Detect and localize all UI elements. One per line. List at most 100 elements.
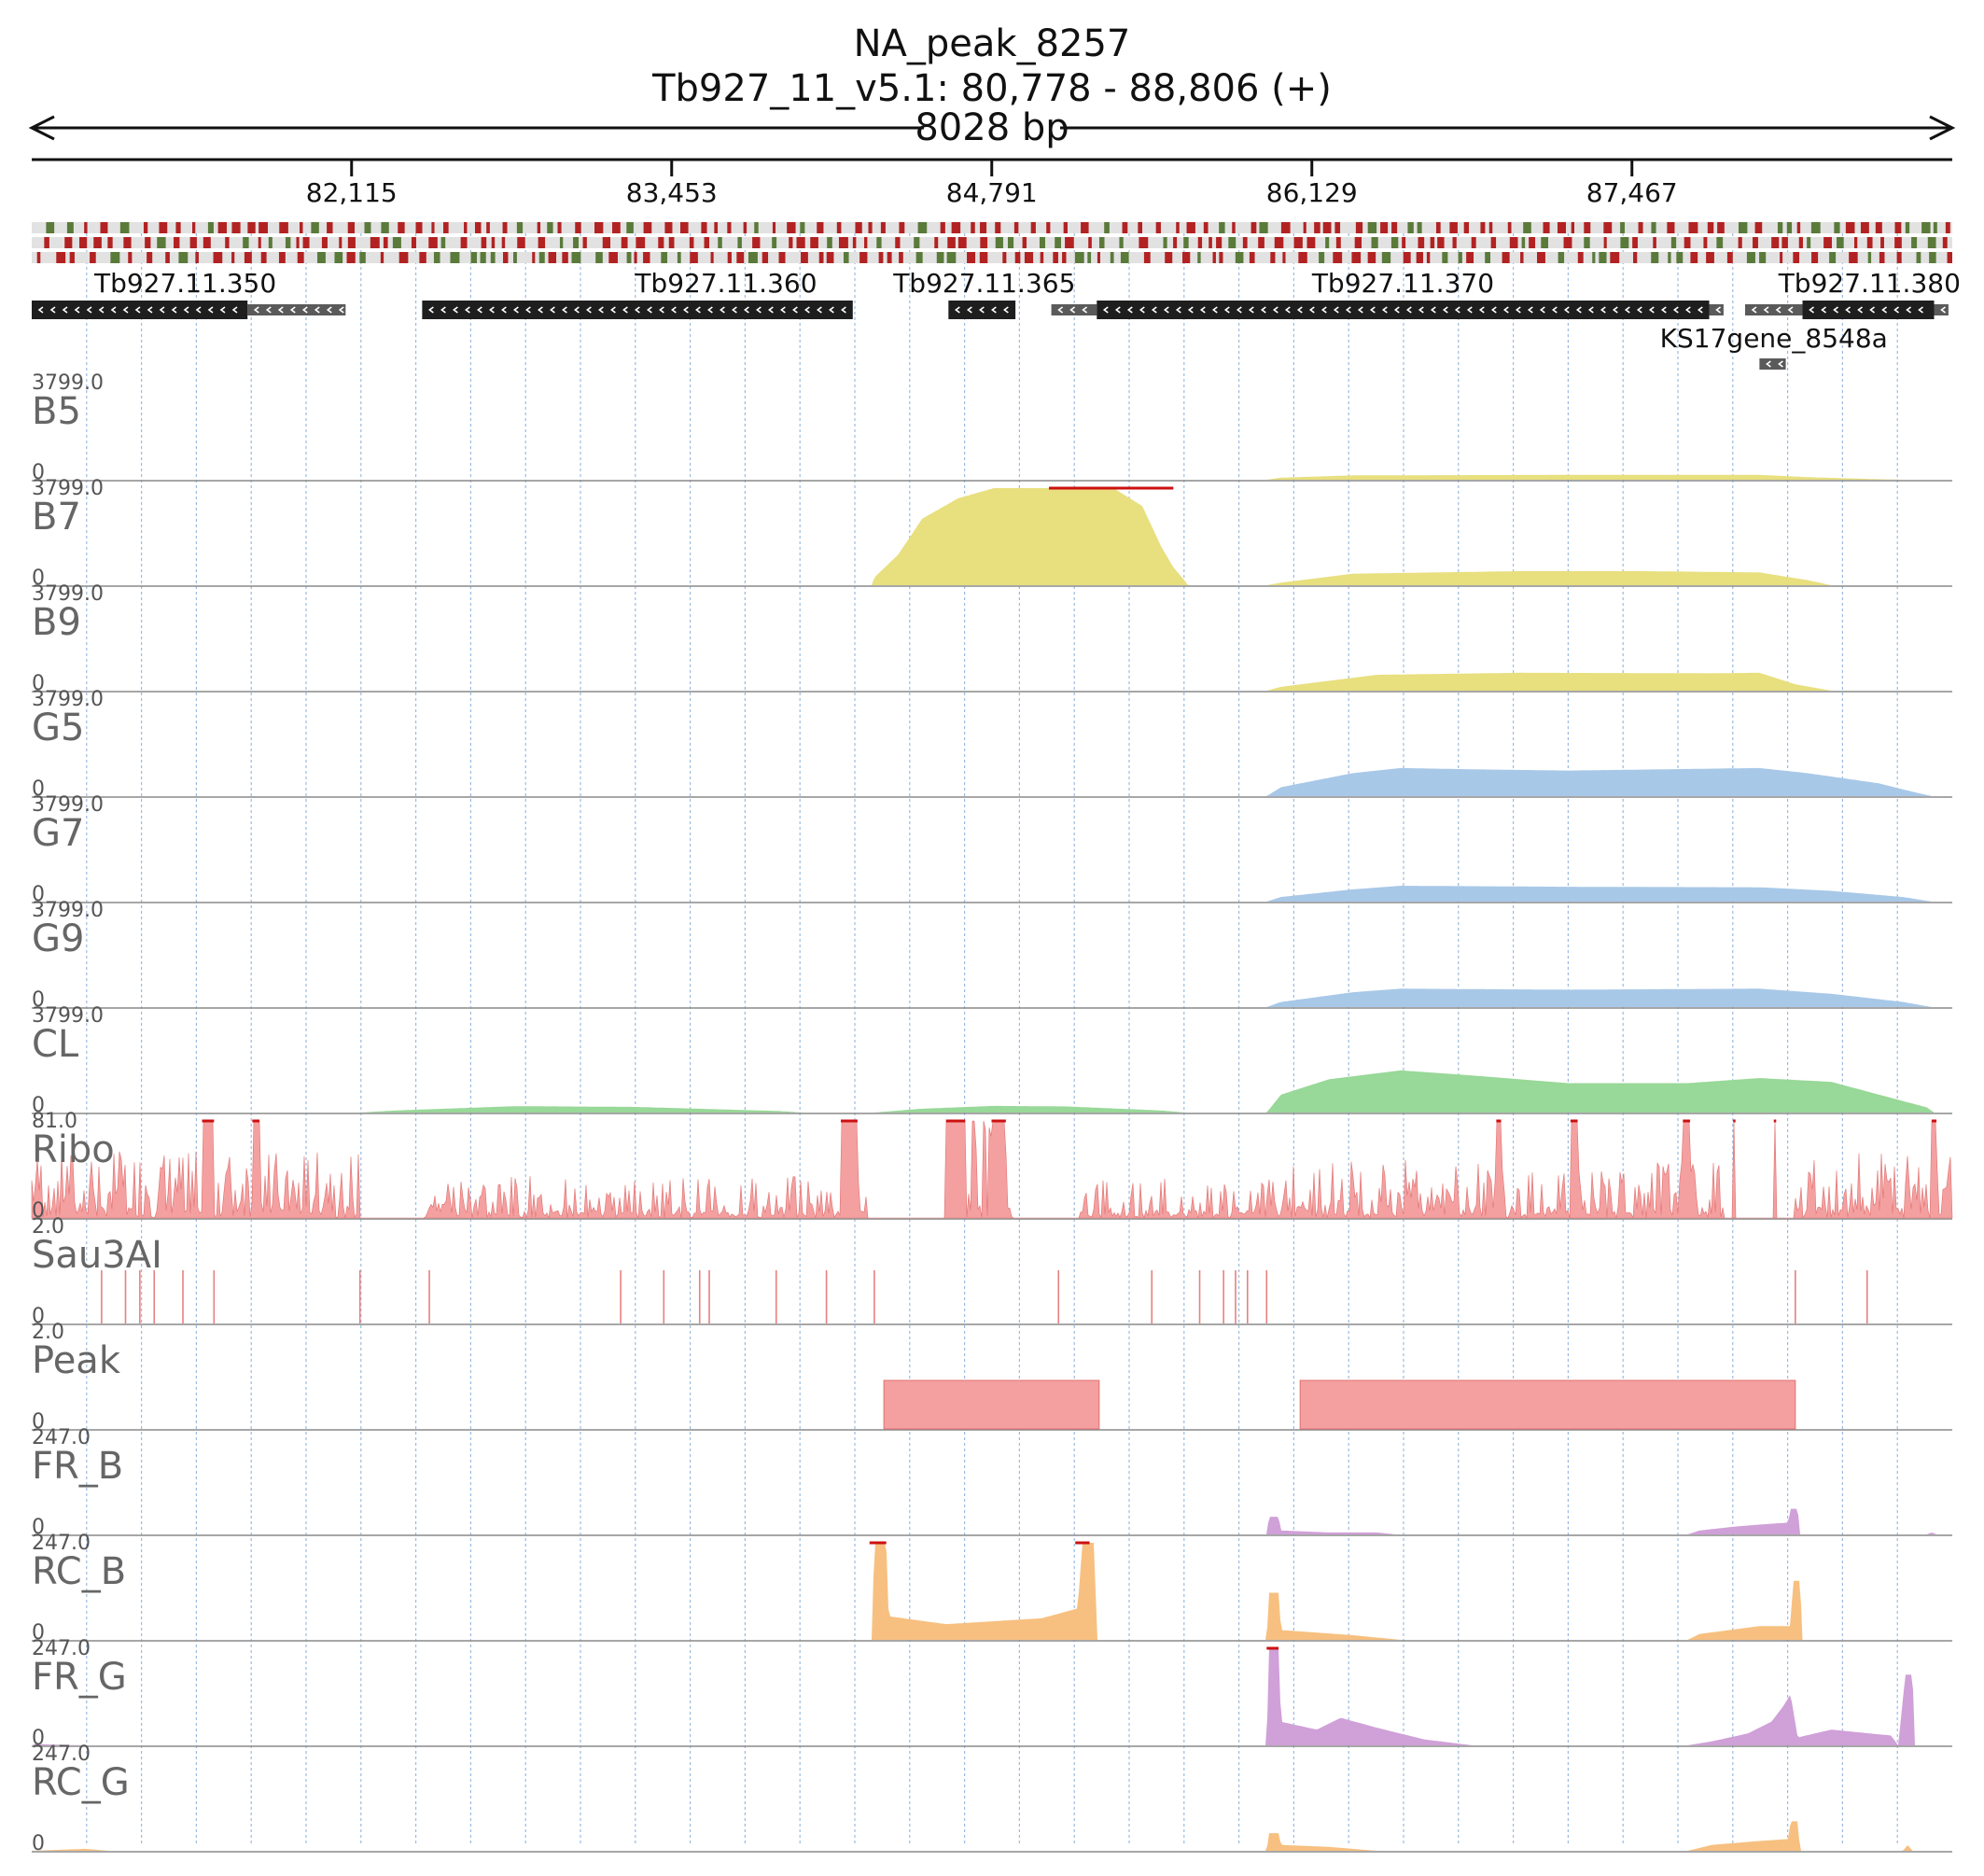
codon-mark [1771, 237, 1780, 248]
strand-chevron [1821, 306, 1827, 314]
strand-chevron [1139, 306, 1145, 314]
codon-mark [347, 222, 356, 233]
codon-mark [1062, 252, 1067, 263]
codon-mark [1653, 237, 1656, 248]
codon-mark [936, 252, 944, 263]
codon-mark [93, 237, 102, 248]
track-min-label: 0 [32, 1199, 45, 1223]
codon-mark [787, 222, 796, 233]
codon-mark [203, 237, 211, 248]
codon-mark [491, 237, 496, 248]
codon-mark [761, 252, 769, 263]
codon-mark [90, 252, 96, 263]
codon-mark [1537, 252, 1545, 263]
track-b7: 3799.0B7 0 [32, 477, 1952, 590]
codon-mark [383, 237, 388, 248]
codon-mark [1173, 237, 1178, 248]
strand-chevron [1381, 306, 1388, 314]
codon-mark [1867, 252, 1872, 263]
codon-mark [1209, 237, 1212, 248]
strand-chevron [1069, 306, 1076, 314]
strand-chevron [1102, 306, 1109, 314]
codon-mark [1905, 222, 1910, 233]
codon-mark [285, 237, 291, 248]
codon-mark [1603, 222, 1613, 233]
codon-mark [1807, 237, 1811, 248]
strand-chevron [1672, 306, 1679, 314]
strand-chevron [122, 306, 129, 314]
codon-mark [1235, 252, 1244, 263]
codon-mark [582, 237, 587, 248]
strand-chevron [635, 306, 640, 314]
codon-mark [1120, 252, 1129, 263]
codon-mark [876, 237, 882, 248]
strand-chevron [147, 306, 153, 314]
signal-area [872, 1543, 1803, 1640]
track-max-label: 3799.0 [32, 371, 104, 395]
codon-mark [1022, 237, 1027, 248]
track-name-label: G5 [32, 707, 84, 749]
strand-chevron [756, 306, 761, 314]
codon-mark [559, 237, 564, 248]
codon-mark [1811, 252, 1819, 263]
codon-mark [643, 222, 652, 233]
codon-mark [980, 237, 988, 248]
codon-mark [1603, 237, 1607, 248]
strand-chevron [1163, 306, 1169, 314]
codon-mark [1351, 252, 1362, 263]
codon-mark [1391, 222, 1398, 233]
codon-mark [480, 252, 486, 263]
codon-mark [64, 237, 73, 248]
codon-mark [1633, 252, 1638, 263]
strand-chevron [707, 306, 713, 314]
codon-mark [677, 252, 681, 263]
strand-chevron [37, 306, 44, 314]
strand-chevron [1940, 306, 1946, 314]
axis-tick-label: 82,115 [306, 177, 398, 208]
strand-chevron [586, 306, 592, 314]
gene-label: Tb927.11.380 [1778, 268, 1961, 299]
codon-mark [557, 222, 562, 233]
codon-mark [297, 252, 304, 263]
track-min-label: 0 [32, 1832, 45, 1855]
codon-mark [1947, 252, 1952, 263]
track-max-label: 3799.0 [32, 1004, 104, 1028]
codon-mark [1186, 222, 1195, 233]
codon-mark [1104, 222, 1110, 233]
codon-mark [1849, 252, 1858, 263]
codon-mark [915, 252, 923, 263]
codon-mark [44, 237, 49, 248]
strand-chevron [610, 306, 616, 314]
codon-mark [398, 222, 405, 233]
codon-mark [1333, 252, 1343, 263]
codon-row [32, 222, 1952, 233]
codon-mark [1430, 237, 1435, 248]
codon-mark [1507, 222, 1512, 233]
codon-mark [1668, 252, 1671, 263]
codon-mark [1334, 222, 1341, 233]
codon-mark [899, 222, 905, 233]
strand-chevron [817, 306, 822, 314]
codon-mark [321, 237, 328, 248]
strand-chevron [1775, 306, 1781, 314]
codon-mark [1380, 222, 1389, 233]
codon-mark [1097, 252, 1100, 263]
codon-mark [946, 252, 957, 263]
codon-mark [1319, 252, 1325, 263]
codon-mark [431, 222, 435, 233]
codon-mark [940, 222, 945, 233]
codon-mark [100, 222, 108, 233]
codon-mark [737, 237, 742, 248]
codon-mark [1053, 252, 1058, 263]
codon-mark [392, 237, 401, 248]
codon-mark [801, 252, 808, 263]
track-name-label: Sau3AI [32, 1234, 162, 1277]
strand-chevron [1320, 306, 1327, 314]
strand-chevron [1715, 306, 1722, 314]
codon-mark [1485, 252, 1491, 263]
codon-mark [516, 222, 524, 233]
strand-chevron [780, 306, 786, 314]
codon-mark [1786, 222, 1793, 233]
strand-chevron [538, 306, 543, 314]
codon-mark [1894, 222, 1902, 233]
